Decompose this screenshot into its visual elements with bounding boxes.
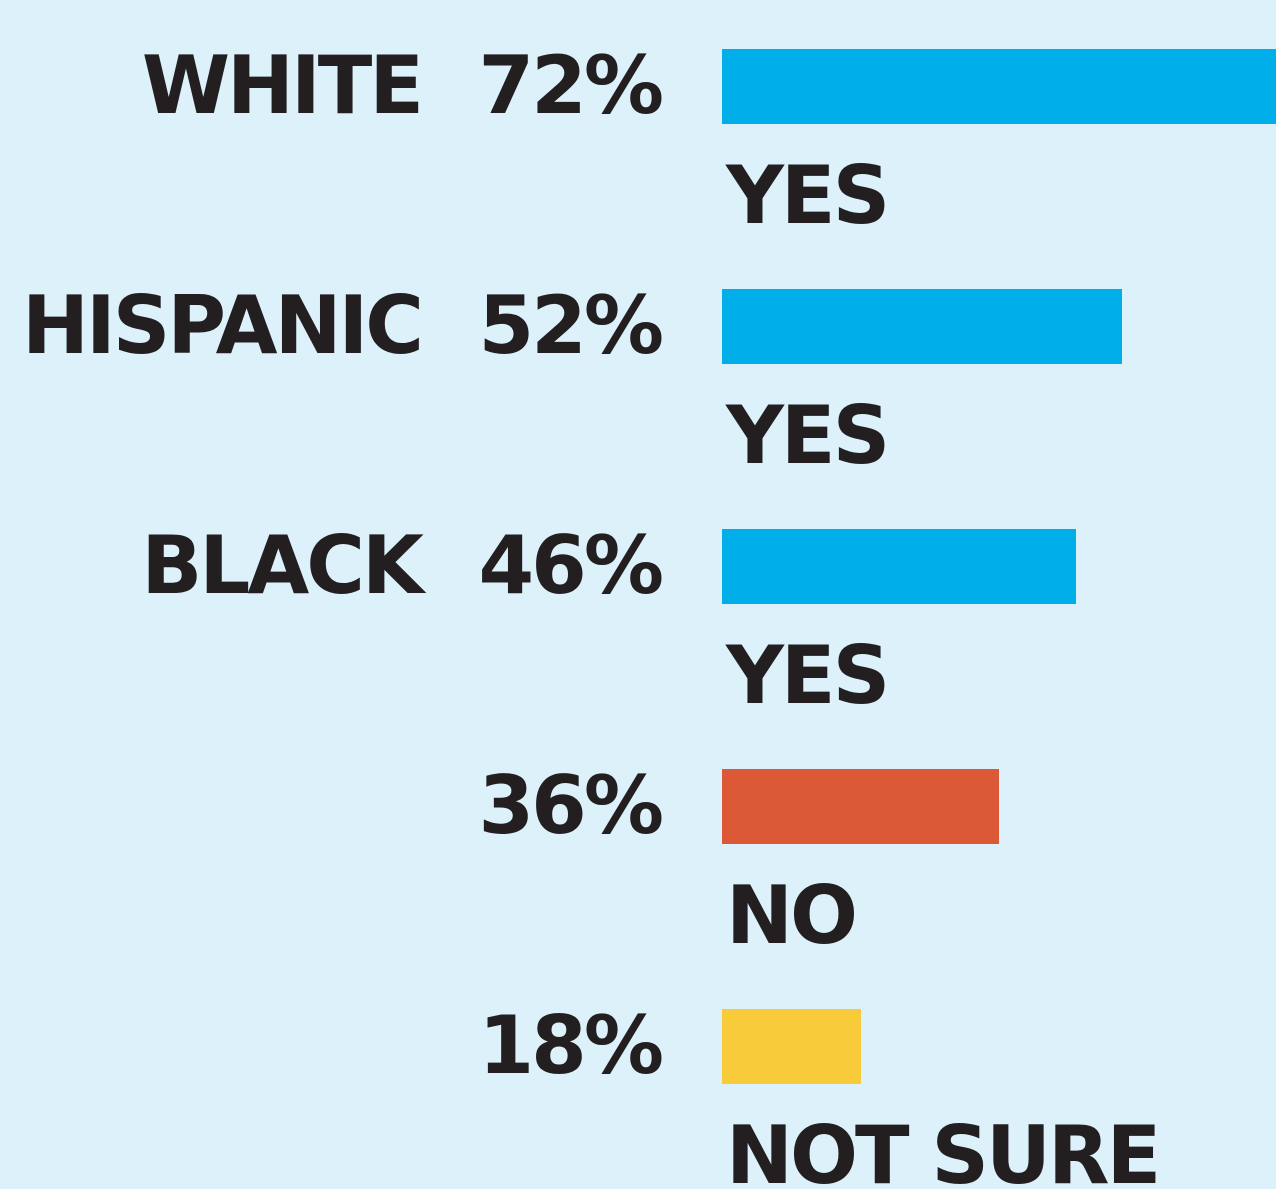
chart-row: 18% NOT SURE [0,960,1276,1189]
chart-row: WHITE 72% YES [0,0,1276,242]
group-label: BLACK [141,519,424,612]
percent-label: 72% [478,39,664,132]
bar [722,529,1076,604]
percent-label: 46% [478,519,664,612]
chart-row: HISPANIC 52% YES [0,240,1276,482]
bar [722,1009,861,1084]
chart-row: 36% NO [0,720,1276,962]
answer-label: NO [726,869,858,962]
answer-label: YES [726,149,890,242]
answer-label: NOT SURE [726,1109,1161,1189]
percent-label: 36% [478,759,664,852]
bar [722,769,999,844]
chart-row: BLACK 46% YES [0,480,1276,722]
percent-label: 18% [478,999,664,1092]
percent-label: 52% [478,279,664,372]
bar [722,289,1122,364]
answer-label: YES [726,389,890,482]
answer-label: YES [726,629,890,722]
group-label: WHITE [141,39,424,132]
group-label: HISPANIC [22,279,424,372]
bar [722,49,1276,124]
